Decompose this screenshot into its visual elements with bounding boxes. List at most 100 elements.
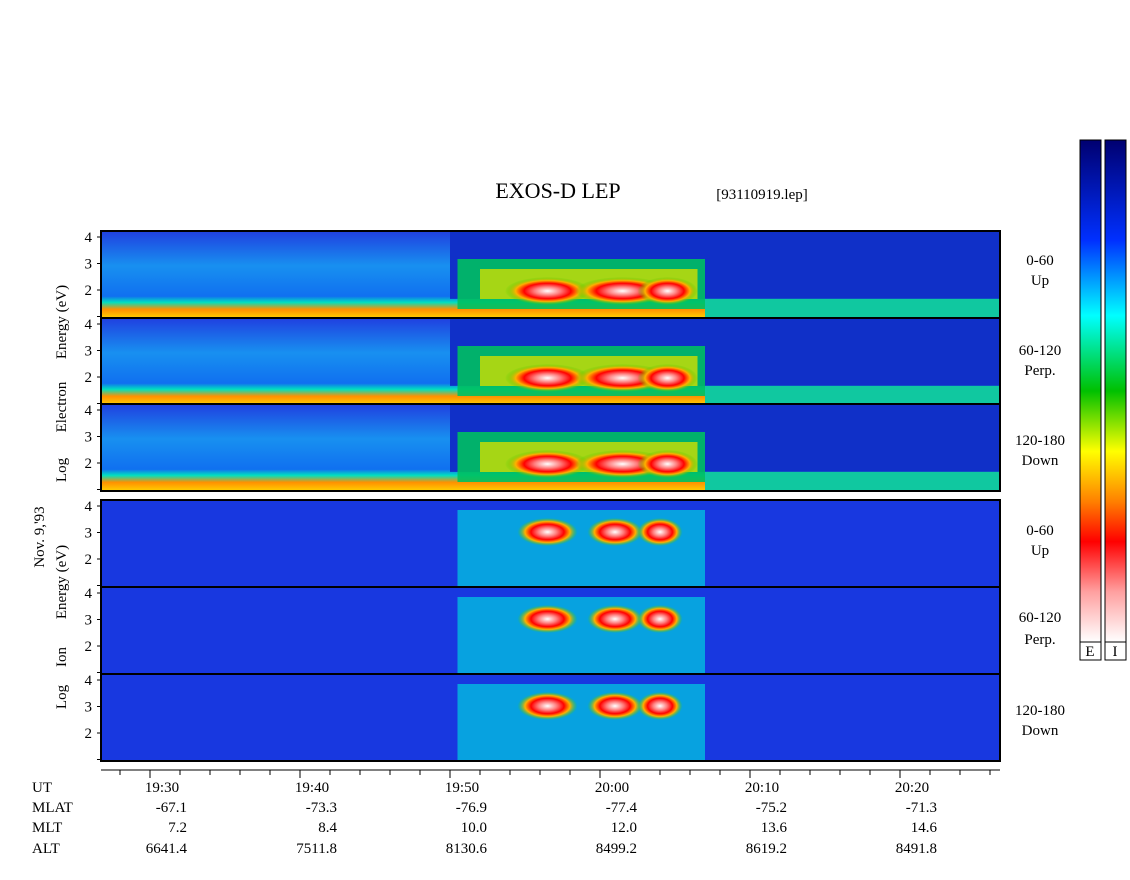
row-value: 8619.2 — [746, 841, 787, 857]
row-value: 6641.4 — [146, 841, 188, 857]
row-value: 19:50 — [445, 780, 479, 796]
y-tick-label: 4 — [85, 317, 93, 333]
row-value: -71.3 — [906, 800, 937, 816]
intensity-blob — [505, 450, 590, 478]
y-tick-label: 2 — [85, 283, 93, 299]
date-label: Nov. 9,'93 — [32, 506, 48, 567]
y-tick-label: 2 — [85, 639, 93, 655]
intensity-blob — [517, 605, 578, 633]
row-value: 19:40 — [295, 780, 329, 796]
y-tick-label: 3 — [85, 700, 93, 716]
row-value: 19:30 — [145, 780, 179, 796]
intensity-blob — [637, 518, 683, 546]
row-value: 14.6 — [911, 820, 938, 836]
y-tick-label: 2 — [85, 726, 93, 742]
intensity-blob — [505, 364, 590, 392]
row-value: -76.9 — [456, 800, 487, 816]
intensity-blob — [587, 605, 643, 633]
y-tick-label: 2 — [85, 552, 93, 568]
spectrogram-panel: 2 3 4 — [85, 499, 1001, 588]
y-tick-label: 4 — [85, 403, 93, 419]
intensity-blob — [505, 277, 590, 305]
row-value: 8.4 — [318, 820, 337, 836]
panel-frame — [100, 673, 1001, 762]
axis-label: Energy (eV) — [54, 545, 70, 619]
low-band — [705, 471, 1000, 491]
y-tick-label: 3 — [85, 257, 93, 273]
intensity-blob — [637, 450, 698, 478]
spectrogram-panel: 2 3 4 — [85, 230, 1001, 319]
axis-label: Energy (eV) — [54, 285, 70, 359]
intensity-blob — [587, 518, 643, 546]
y-tick-label: 4 — [85, 499, 93, 515]
row-value: -75.2 — [756, 800, 787, 816]
channel-label: Perp. — [1024, 363, 1055, 379]
row-label: ALT — [32, 841, 60, 857]
y-tick-label: 4 — [85, 586, 93, 602]
row-value: 20:10 — [745, 780, 779, 796]
title: EXOS-D LEP — [495, 178, 620, 203]
y-tick-label: 4 — [85, 673, 93, 689]
channel-label: 60-120 — [1019, 610, 1062, 626]
row-value: 7.2 — [168, 820, 187, 836]
channel-label: 0-60 — [1026, 523, 1054, 539]
y-tick-label: 3 — [85, 526, 93, 542]
channel-label: Down — [1022, 723, 1059, 739]
row-value: 20:00 — [595, 780, 629, 796]
intensity-blob — [587, 692, 643, 720]
axis-label: Log — [54, 684, 70, 709]
intensity-blob — [637, 605, 683, 633]
intensity-blob — [637, 692, 683, 720]
channel-label: Up — [1031, 273, 1049, 289]
panel-frame — [100, 403, 1001, 492]
spectrogram-panel: 2 3 4 — [85, 586, 1001, 675]
y-tick-label: 3 — [85, 613, 93, 629]
channel-label: 120-180 — [1015, 433, 1065, 449]
spectrogram-panel: 2 3 4 — [85, 403, 1001, 492]
colorbar-label-box — [1079, 641, 1102, 661]
spectrogram-panel: 2 3 4 — [85, 673, 1001, 762]
row-value: 7511.8 — [296, 841, 337, 857]
axis-label: Ion — [54, 647, 70, 667]
y-tick-label: 3 — [85, 430, 93, 446]
y-tick-label: 2 — [85, 456, 93, 472]
spectrogram-panel: 2 3 4 — [85, 317, 1001, 406]
intensity-blob — [517, 692, 578, 720]
row-value: 8499.2 — [596, 841, 637, 857]
channel-label: 60-120 — [1019, 343, 1062, 359]
low-band — [705, 385, 1000, 405]
intensity-blob — [517, 518, 578, 546]
colorbar-label: E — [1085, 644, 1094, 660]
axis-label: Log — [54, 457, 70, 482]
intensity-blob — [637, 364, 698, 392]
row-label: MLT — [32, 820, 62, 836]
channel-label: 120-180 — [1015, 703, 1065, 719]
channel-label: 0-60 — [1026, 253, 1054, 269]
file-name: [93110919.lep] — [716, 187, 808, 203]
channel-label: Down — [1022, 453, 1059, 469]
row-value: -67.1 — [156, 800, 187, 816]
y-tick-label: 2 — [85, 370, 93, 386]
y-tick-label: 3 — [85, 344, 93, 360]
colorbar — [1079, 139, 1102, 643]
row-value: 8491.8 — [896, 841, 937, 857]
channel-label: Perp. — [1024, 632, 1055, 648]
low-band — [705, 298, 1000, 318]
row-value: 8130.6 — [446, 841, 488, 857]
row-value: 13.6 — [761, 820, 788, 836]
row-value: -77.4 — [606, 800, 638, 816]
colorbar-label-box — [1104, 641, 1127, 661]
row-label: UT — [32, 780, 52, 796]
colorbar — [1104, 139, 1127, 643]
row-value: 10.0 — [461, 820, 487, 836]
axis-label: Electron — [54, 381, 70, 432]
row-label: MLAT — [32, 800, 73, 816]
channel-label: Up — [1031, 543, 1049, 559]
row-value: 12.0 — [611, 820, 637, 836]
intensity-blob — [637, 277, 698, 305]
row-value: -73.3 — [306, 800, 337, 816]
row-value: 20:20 — [895, 780, 929, 796]
y-tick-label: 4 — [85, 230, 93, 246]
